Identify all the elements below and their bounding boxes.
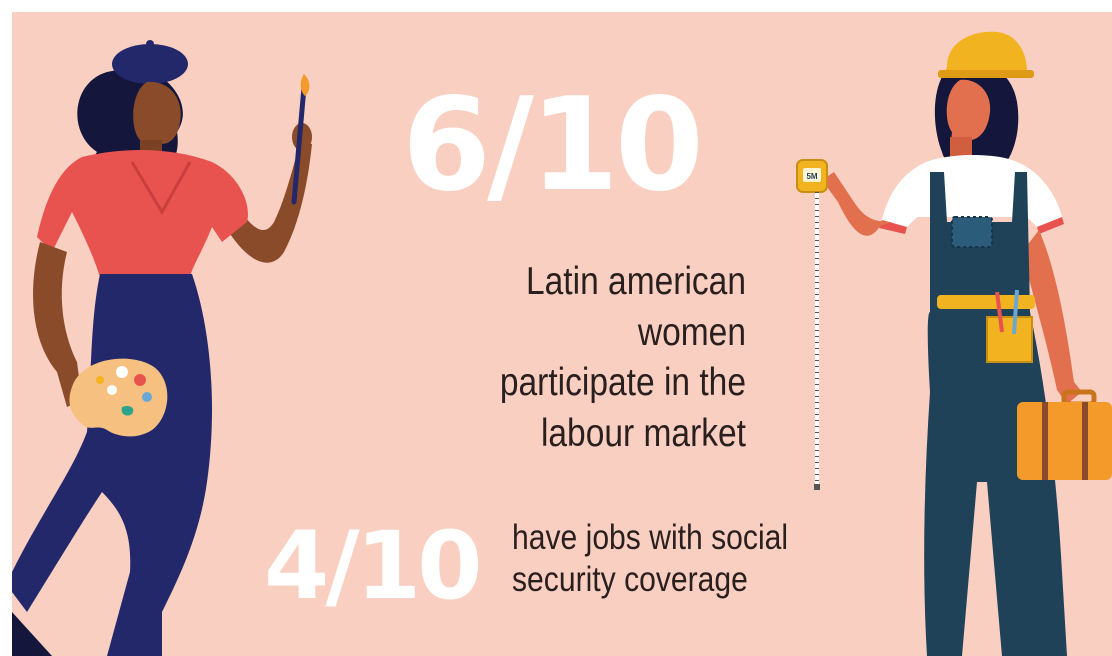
secondary-caption: have jobs with social security coverage	[512, 518, 789, 599]
tool-belt	[937, 295, 1035, 309]
infographic-canvas: 6/10 Latin american women participate in…	[12, 12, 1112, 656]
measuring-tape-icon	[796, 159, 828, 490]
painter-illustration	[12, 40, 312, 656]
painter-beret	[112, 44, 188, 84]
toolbox-icon	[1017, 389, 1112, 480]
overalls	[924, 172, 1067, 656]
painter-pants	[12, 274, 212, 656]
headline-caption: Latin american women participate in the …	[499, 260, 746, 456]
headline-stat: 6/10	[402, 71, 704, 220]
palette-icon	[69, 358, 168, 437]
hard-hat	[942, 31, 1032, 78]
worker-illustration	[796, 31, 1112, 656]
secondary-stat: 4/10	[264, 512, 483, 621]
painter-blouse	[37, 150, 248, 277]
